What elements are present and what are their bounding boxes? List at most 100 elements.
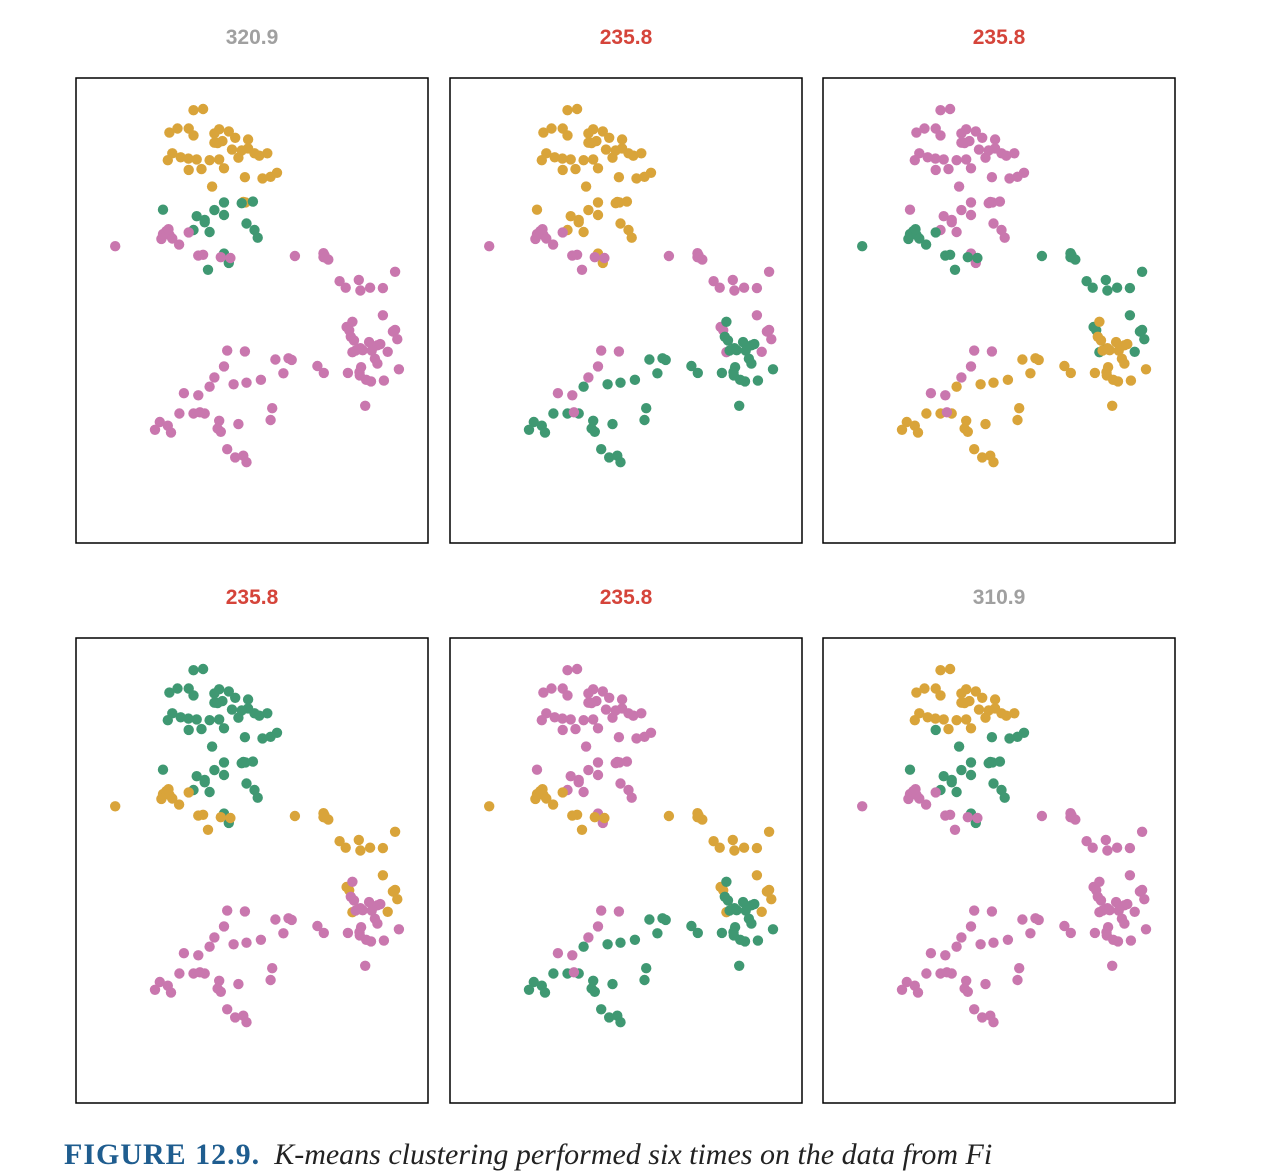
scatter-point-pink [377, 310, 389, 321]
scatter-point-pink [557, 227, 568, 238]
scatter-point-pink [973, 144, 985, 155]
scatter-point-pink [956, 932, 967, 943]
scatter-point-gold [484, 801, 495, 812]
scatter-point-green [528, 976, 539, 988]
scatter-point-pink [377, 282, 389, 294]
scatter-point-pink [568, 967, 580, 978]
scatter-point-pink [366, 345, 377, 356]
scatter-point-pink [537, 224, 548, 235]
scatter-point-pink [1009, 148, 1020, 159]
scatter-point-gold [265, 171, 276, 182]
scatter-point-green [589, 986, 600, 997]
scatter-point-pink [922, 152, 933, 163]
scatter-point-pink [921, 968, 932, 979]
scatter-point-gold [573, 217, 584, 228]
scatter-point-green [1124, 282, 1136, 294]
scatter-point-gold [576, 824, 588, 835]
scatter-point-gold [631, 173, 642, 184]
scatter-point-gold [636, 148, 647, 159]
panel-title: 235.8 [973, 26, 1026, 49]
panel-title: 235.8 [226, 586, 279, 609]
scatter-point-pink [615, 778, 626, 789]
scatter-point-gold [239, 172, 251, 183]
scatter-point-gold [1140, 364, 1152, 375]
scatter-point-gold [988, 377, 999, 388]
scatter-point-gold [536, 155, 547, 166]
scatter-point-gold [202, 824, 214, 835]
scatter-point-gold [714, 842, 725, 853]
scatter-point-pink [631, 733, 642, 744]
scatter-point-pink [604, 692, 615, 703]
scatter-point-pink [935, 105, 946, 116]
scatter-point-green [589, 426, 600, 437]
scatter-point-green [1036, 250, 1048, 262]
scatter-point-pink [663, 250, 675, 262]
scatter-point-pink [347, 876, 358, 887]
scatter-point-gold [196, 163, 207, 175]
scatter-point-pink [911, 127, 922, 138]
scatter-point-gold [355, 845, 366, 856]
scatter-point-pink [949, 824, 961, 835]
scatter-point-pink [909, 155, 920, 166]
scatter-point-pink [193, 950, 204, 961]
scatter-point-green [607, 978, 618, 990]
scatter-point-gold [615, 218, 626, 229]
scatter-point-pink [1113, 905, 1124, 916]
scatter-point-pink [573, 777, 584, 788]
scatter-point-green [722, 335, 734, 346]
scatter-point-pink [621, 756, 633, 767]
scatter-point-pink [910, 784, 921, 795]
scatter-point-pink [943, 163, 954, 175]
scatter-point-pink [756, 346, 767, 357]
scatter-point-pink [355, 285, 366, 296]
scatter-point-pink [962, 986, 973, 997]
scatter-point-gold [1002, 374, 1014, 385]
scatter-point-green [204, 715, 215, 726]
scatter-point-gold [156, 793, 167, 805]
scatter-point-pink [628, 710, 639, 721]
scatter-point-gold [628, 150, 639, 161]
plot-frame [75, 637, 429, 1104]
scatter-point-pink [930, 164, 941, 176]
scatter-point-pink [318, 367, 329, 379]
scatter-point-pink [549, 712, 560, 723]
scatter-point-green [686, 360, 697, 372]
scatter-point-pink [228, 379, 239, 390]
scatter-point-gold [167, 793, 178, 804]
scatter-point-pink [969, 345, 980, 356]
scatter-point-pink [1129, 906, 1140, 917]
scatter-point-pink [222, 1004, 233, 1015]
scatter-point-pink [941, 967, 953, 978]
scatter-point-pink [239, 906, 251, 917]
scatter-point-green [904, 764, 916, 775]
scatter-panel-2: 235.8 [449, 26, 803, 544]
scatter-point-pink [215, 986, 226, 997]
scatter-point-gold [980, 712, 991, 723]
scatter-point-gold [935, 690, 946, 701]
scatter-point-pink [178, 948, 190, 959]
scatter-point-pink [616, 694, 628, 705]
scatter-point-gold [1094, 316, 1105, 327]
scatter-point-pink [986, 346, 998, 357]
scatter-point-pink [1004, 173, 1015, 184]
scatter-point-pink [583, 764, 594, 776]
scatter-point-green [644, 914, 655, 925]
scatter-point-pink [552, 948, 564, 959]
scatter-point-pink [935, 130, 946, 141]
scatter-point-green [164, 687, 175, 698]
scatter-point-gold [592, 197, 604, 208]
scatter-point-green [596, 444, 607, 455]
scatter-point-gold [977, 692, 988, 703]
scatter-point-pink [312, 920, 323, 932]
scatter-point-gold [218, 163, 230, 174]
scatter-point-pink [183, 227, 194, 238]
scatter-point-gold [209, 128, 220, 139]
scatter-point-gold [562, 130, 573, 141]
scatter-point-pink [265, 974, 276, 986]
scatter-point-gold [392, 894, 403, 905]
scatter-point-gold [580, 181, 592, 192]
scatter-point-gold [173, 799, 185, 810]
scatter-point-pink [174, 408, 185, 419]
scatter-point-gold [944, 663, 956, 675]
scatter-point-pink [278, 928, 289, 939]
